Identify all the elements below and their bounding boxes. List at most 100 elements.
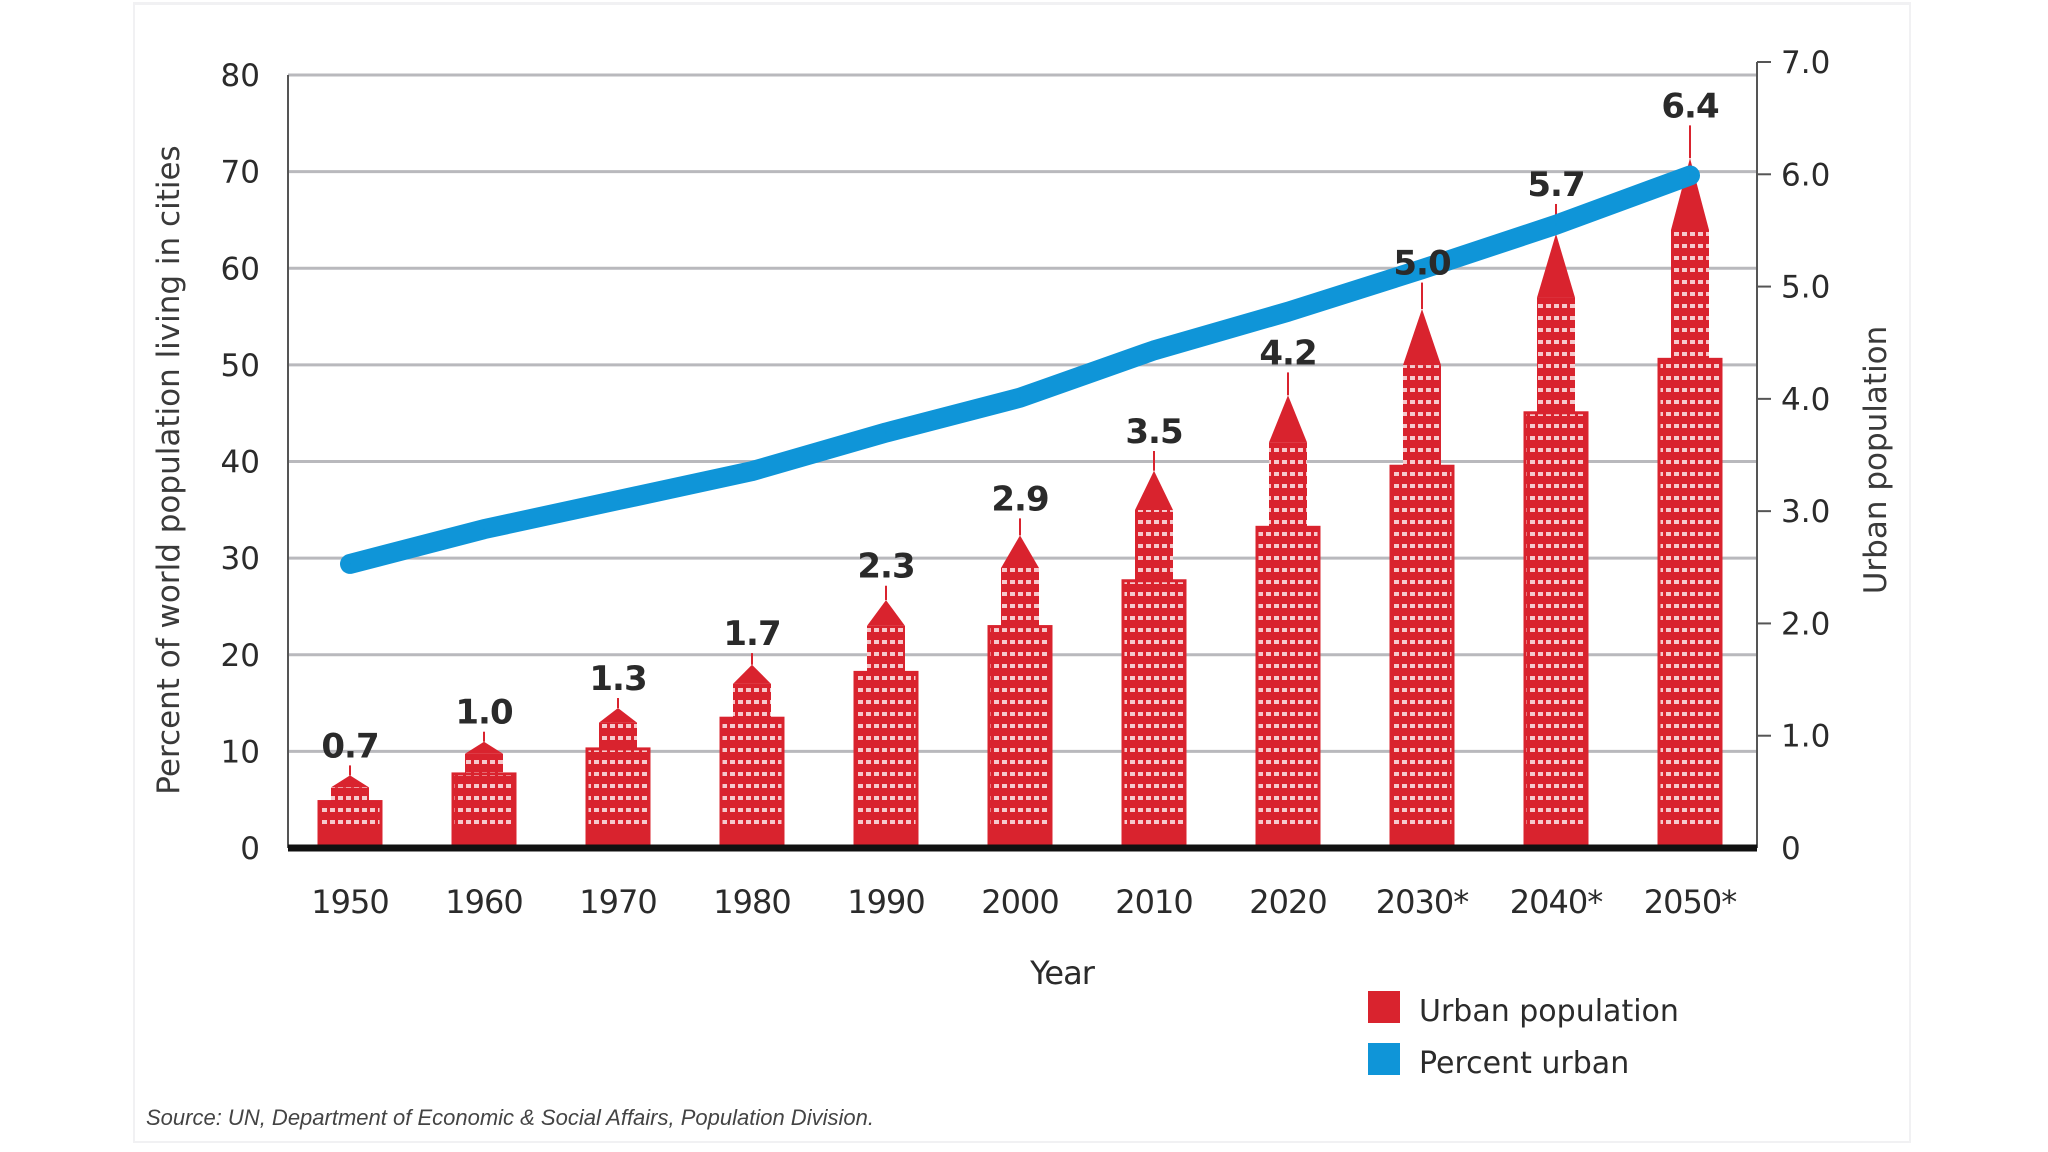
line-point-percent-urban	[483, 528, 485, 531]
line-point-percent-urban	[885, 431, 887, 434]
bar-cap	[1671, 158, 1709, 230]
bar-urban-population	[853, 585, 919, 850]
y-tick-right: 6.0	[1781, 157, 1830, 193]
line-point-percent-urban	[1689, 174, 1691, 177]
bar-body	[989, 626, 1051, 848]
data-label: 5.0	[1393, 244, 1451, 284]
line-point-percent-urban	[1019, 396, 1021, 399]
bar-body	[1525, 412, 1587, 848]
y-tick-left: 80	[221, 58, 260, 94]
bar-base	[1525, 830, 1587, 848]
bar-body	[1257, 527, 1319, 848]
bar-cap	[465, 741, 503, 754]
data-label: 2.3	[857, 547, 914, 587]
bar-urban-population	[451, 731, 517, 850]
line-point-percent-urban	[1153, 349, 1155, 352]
bar-base	[319, 830, 381, 848]
legend: Urban population Percent urban	[1368, 991, 1679, 1081]
bar-body	[1391, 466, 1453, 848]
bar-base	[721, 830, 783, 848]
bar-urban-population	[1255, 372, 1321, 850]
y-tick-right: 1.0	[1781, 719, 1830, 755]
x-tick: 1950	[311, 883, 388, 921]
y-tick-left: 50	[221, 348, 260, 384]
y-tick-left: 40	[221, 445, 260, 481]
bar-body	[1123, 580, 1185, 848]
x-tick: 2030*	[1376, 883, 1469, 921]
x-tick: 2020	[1249, 883, 1326, 921]
bar-urban-population	[987, 518, 1053, 850]
bar-base	[1123, 830, 1185, 848]
data-label: 4.2	[1259, 333, 1316, 373]
data-label: 3.5	[1125, 412, 1182, 452]
axes: 0 10 20 30 40 50 60 70 80 0 1.0 2.0 3.0 4.0 5.0 6.0 7.0 1…	[221, 45, 1831, 921]
x-tick: 2010	[1115, 883, 1192, 921]
bar-base	[453, 830, 515, 848]
data-label: 5.7	[1527, 165, 1584, 205]
y-tick-right: 4.0	[1781, 382, 1830, 418]
x-tick: 1960	[445, 883, 522, 921]
legend-label-percent-urban: Percent urban	[1419, 1046, 1629, 1081]
source-note: Source: UN, Department of Economic & Soc…	[146, 1105, 874, 1130]
data-label: 1.7	[723, 614, 780, 654]
y-tick-left: 60	[221, 251, 260, 287]
bar-base	[855, 830, 917, 848]
bar-cap	[1537, 233, 1575, 298]
data-label: 1.0	[455, 693, 513, 733]
bar-urban-population	[317, 765, 383, 850]
x-tick: 1990	[847, 883, 924, 921]
line-point-percent-urban	[1421, 268, 1423, 271]
x-axis-title: Year	[1029, 954, 1096, 992]
bar-cap	[1403, 309, 1441, 366]
legend-swatch-urban-population	[1368, 991, 1400, 1023]
line-point-percent-urban	[349, 562, 351, 565]
bar-urban-population	[1121, 451, 1187, 850]
bars-urban-population	[317, 125, 1723, 850]
x-tick: 2040*	[1510, 883, 1603, 921]
bar-base	[1659, 830, 1721, 848]
data-labels: 0.7 1.0 1.3 1.7 2.3 2.9 3.5 4.2 5.0 5.7 6.4	[321, 86, 1720, 766]
x-tick: 2050*	[1644, 883, 1737, 921]
y-tick-left: 20	[221, 638, 260, 674]
y-tick-right: 5.0	[1781, 270, 1830, 306]
bar-cap	[1135, 470, 1173, 511]
y-axis-title-left: Percent of world population living in ci…	[151, 145, 187, 794]
y-tick-right: 0	[1781, 831, 1801, 867]
legend-label-urban-population: Urban population	[1419, 994, 1679, 1029]
bar-cap	[867, 600, 905, 626]
line-point-percent-urban	[617, 499, 619, 502]
y-tick-left: 30	[221, 541, 260, 577]
line-point-percent-urban	[1555, 223, 1557, 226]
gridlines	[288, 73, 1757, 753]
bar-urban-population	[1523, 203, 1589, 850]
bar-base	[989, 830, 1051, 848]
y-tick-right: 2.0	[1781, 606, 1830, 642]
bar-base	[587, 830, 649, 848]
line-point-percent-urban	[751, 470, 753, 473]
bar-base	[1391, 830, 1453, 848]
x-tick: 1980	[713, 883, 790, 921]
bar-cap	[733, 664, 771, 684]
data-label: 1.3	[589, 659, 646, 699]
bar-cap	[1269, 395, 1307, 443]
y-axis-title-right: Urban population	[1858, 326, 1894, 595]
y-tick-left: 10	[221, 734, 260, 770]
bar-urban-population	[585, 698, 651, 850]
line-percent-urban	[340, 165, 1700, 574]
y-tick-right: 3.0	[1781, 494, 1830, 530]
legend-swatch-percent-urban	[1368, 1043, 1400, 1075]
bar-urban-population	[1389, 282, 1455, 850]
x-tick: 2000	[981, 883, 1058, 921]
y-tick-left: 0	[240, 831, 260, 867]
y-tick-left: 70	[221, 155, 260, 191]
bar-cap	[331, 775, 369, 788]
bar-body	[855, 672, 917, 848]
data-label: 6.4	[1661, 86, 1719, 126]
line-point-percent-urban	[1287, 310, 1289, 313]
bar-base	[1257, 830, 1319, 848]
bar-body	[1659, 359, 1721, 848]
bar-cap	[599, 708, 637, 723]
bar-cap	[1001, 535, 1039, 568]
data-label: 0.7	[321, 726, 378, 766]
